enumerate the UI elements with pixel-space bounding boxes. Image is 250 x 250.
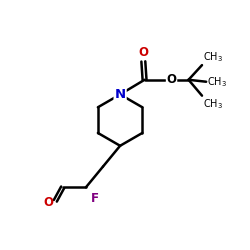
Text: CH$_3$: CH$_3$	[203, 50, 223, 64]
Text: F: F	[90, 192, 98, 205]
Text: CH$_3$: CH$_3$	[203, 97, 223, 111]
Text: CH$_3$: CH$_3$	[208, 75, 228, 89]
Text: N: N	[114, 88, 126, 101]
Text: O: O	[166, 73, 176, 86]
Text: O: O	[138, 46, 148, 59]
Text: O: O	[43, 196, 53, 208]
